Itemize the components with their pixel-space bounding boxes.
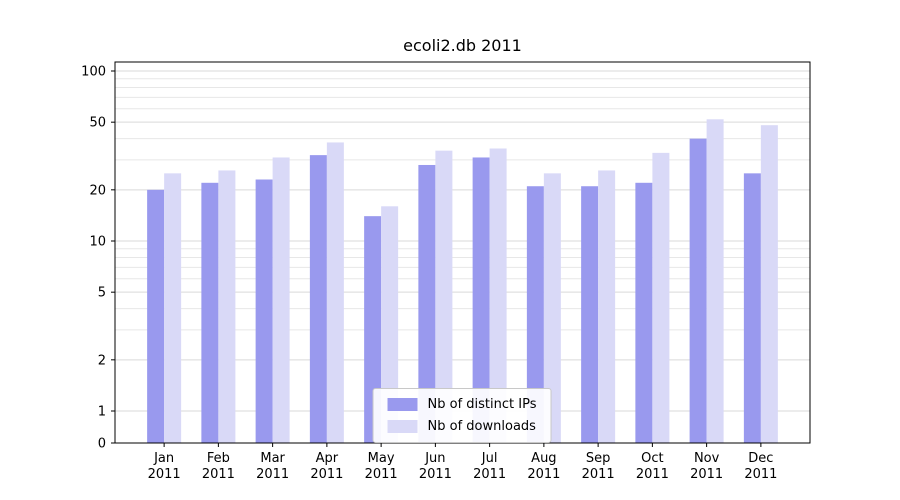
- bar-nb-of-downloads-jul: [489, 148, 507, 444]
- legend-swatch-downloads: [387, 420, 418, 433]
- bar-nb-of-downloads-oct: [652, 152, 670, 443]
- bar-nb-of-distinct-ips-apr: [309, 155, 327, 443]
- bar-nb-of-downloads-jun: [435, 150, 453, 443]
- bar-nb-of-distinct-ips-jul: [472, 157, 490, 443]
- legend-label-distinct-ips: Nb of distinct IPs: [427, 397, 537, 412]
- bar-nb-of-downloads-dec: [760, 125, 778, 443]
- y-tick-label: 50: [89, 116, 106, 131]
- bar-nb-of-downloads-aug: [543, 173, 561, 443]
- y-tick-label: 1: [98, 405, 106, 420]
- x-tick-label: Mar 2011: [256, 451, 289, 482]
- x-tick-label: Aug 2011: [527, 451, 560, 482]
- x-tick-label: Jun 2011: [419, 451, 452, 482]
- plot-border: [114, 61, 811, 444]
- y-tick-label: 10: [89, 235, 106, 250]
- bar-nb-of-distinct-ips-aug: [526, 186, 544, 443]
- bar-nb-of-distinct-ips-jan: [147, 189, 165, 443]
- y-tick-label: 2: [98, 353, 106, 368]
- bar-nb-of-downloads-nov: [706, 119, 724, 444]
- legend-item-distinct-ips: Nb of distinct IPs: [387, 397, 537, 412]
- bar-nb-of-downloads-apr: [326, 142, 344, 444]
- y-tick-label: 0: [98, 437, 106, 452]
- x-tick-label: Feb 2011: [202, 451, 235, 482]
- legend-label-downloads: Nb of downloads: [427, 419, 536, 434]
- bar-nb-of-distinct-ips-nov: [689, 138, 707, 444]
- y-tick-label: 5: [98, 286, 106, 301]
- bar-nb-of-distinct-ips-jun: [418, 164, 436, 443]
- x-tick-label: May 2011: [365, 451, 398, 482]
- y-tick-label: 100: [81, 65, 106, 80]
- legend: Nb of distinct IPs Nb of downloads: [372, 388, 552, 443]
- bar-nb-of-downloads-jan: [164, 173, 182, 443]
- y-tick-label: 20: [89, 183, 106, 198]
- x-tick-label: Oct 2011: [636, 451, 669, 482]
- x-tick-label: Dec 2011: [744, 451, 777, 482]
- bar-nb-of-distinct-ips-mar: [255, 179, 273, 443]
- x-tick-label: Nov 2011: [690, 451, 723, 482]
- chart-title: ecoli2.db 2011: [403, 36, 522, 55]
- bar-nb-of-downloads-mar: [272, 157, 290, 443]
- bar-nb-of-distinct-ips-sep: [581, 186, 599, 443]
- legend-item-downloads: Nb of downloads: [387, 419, 537, 434]
- bar-nb-of-distinct-ips-dec: [743, 173, 761, 443]
- bar-nb-of-downloads-feb: [218, 170, 236, 443]
- bar-nb-of-downloads-sep: [598, 170, 616, 443]
- x-tick-label: Jul 2011: [473, 451, 506, 482]
- x-tick-label: Sep 2011: [582, 451, 615, 482]
- bar-nb-of-distinct-ips-feb: [201, 182, 219, 443]
- x-tick-label: Apr 2011: [310, 451, 343, 482]
- bar-nb-of-downloads-may: [381, 206, 399, 443]
- legend-swatch-distinct-ips: [387, 398, 418, 411]
- bar-nb-of-distinct-ips-oct: [635, 182, 653, 443]
- x-tick-label: Jan 2011: [148, 451, 181, 482]
- bar-nb-of-distinct-ips-may: [364, 216, 382, 443]
